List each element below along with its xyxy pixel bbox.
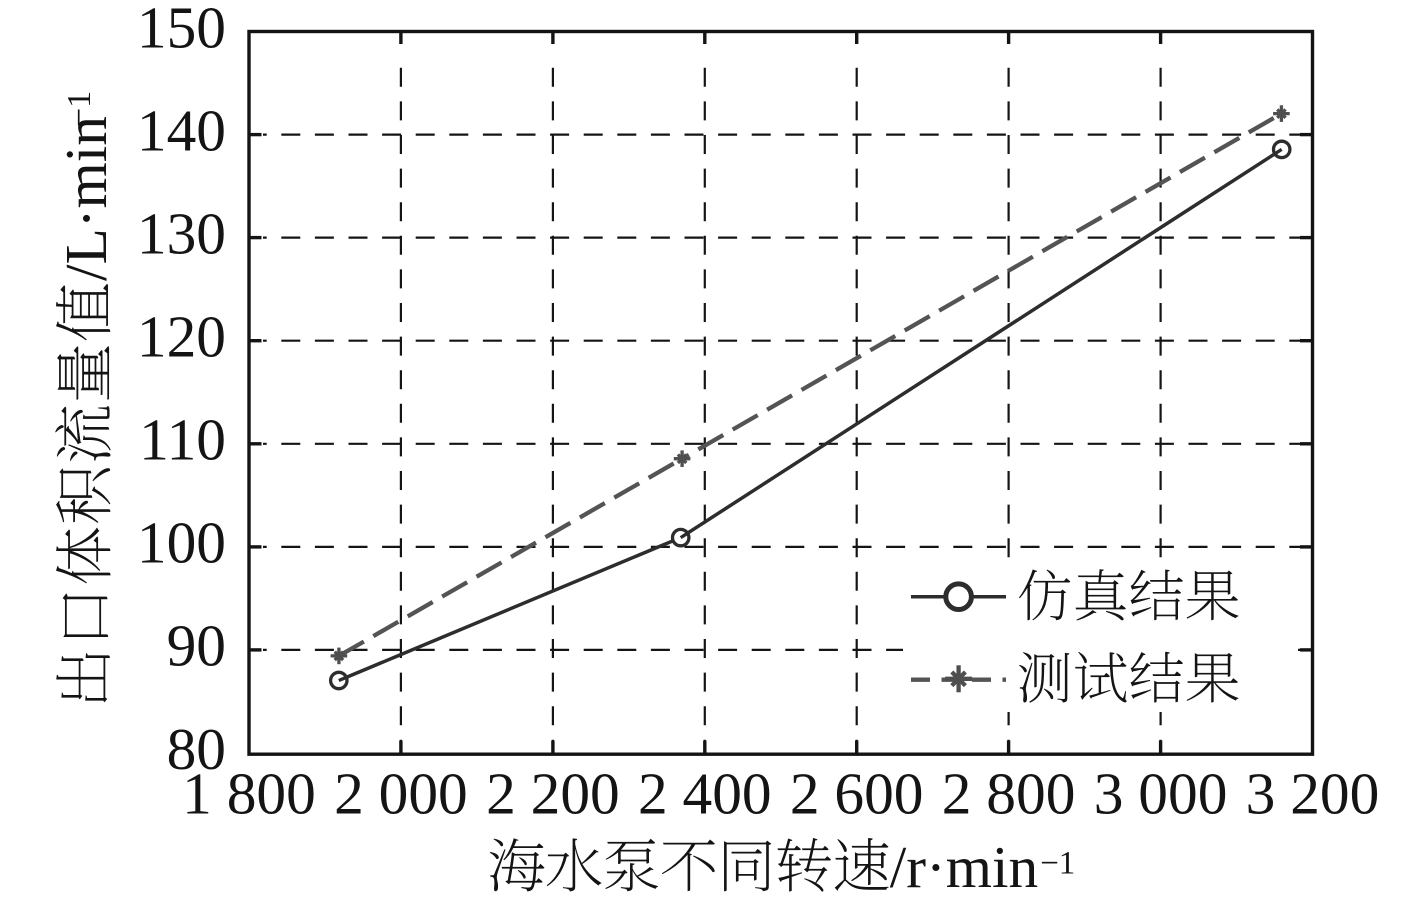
svg-text:120: 120 — [137, 304, 226, 370]
svg-text:2 000: 2 000 — [334, 761, 468, 827]
svg-text:2 400: 2 400 — [638, 761, 772, 827]
svg-text:2 600: 2 600 — [790, 761, 924, 827]
svg-text:−1: −1 — [1040, 846, 1075, 882]
svg-text:110: 110 — [139, 407, 226, 473]
svg-text:−1: −1 — [61, 91, 98, 127]
svg-text:3 000: 3 000 — [1094, 761, 1228, 827]
svg-text:150: 150 — [137, 0, 226, 60]
svg-text:/r·min: /r·min — [890, 834, 1038, 900]
svg-text:/L·min: /L·min — [53, 116, 119, 281]
svg-text:100: 100 — [137, 510, 226, 576]
svg-text:3 200: 3 200 — [1246, 761, 1380, 827]
svg-text:140: 140 — [137, 97, 226, 163]
svg-text:130: 130 — [137, 200, 226, 266]
svg-text:2 800: 2 800 — [942, 761, 1076, 827]
svg-text:80: 80 — [167, 716, 226, 782]
svg-text:1 800: 1 800 — [182, 761, 316, 827]
svg-text:90: 90 — [167, 613, 226, 679]
svg-text:2 200: 2 200 — [486, 761, 620, 827]
